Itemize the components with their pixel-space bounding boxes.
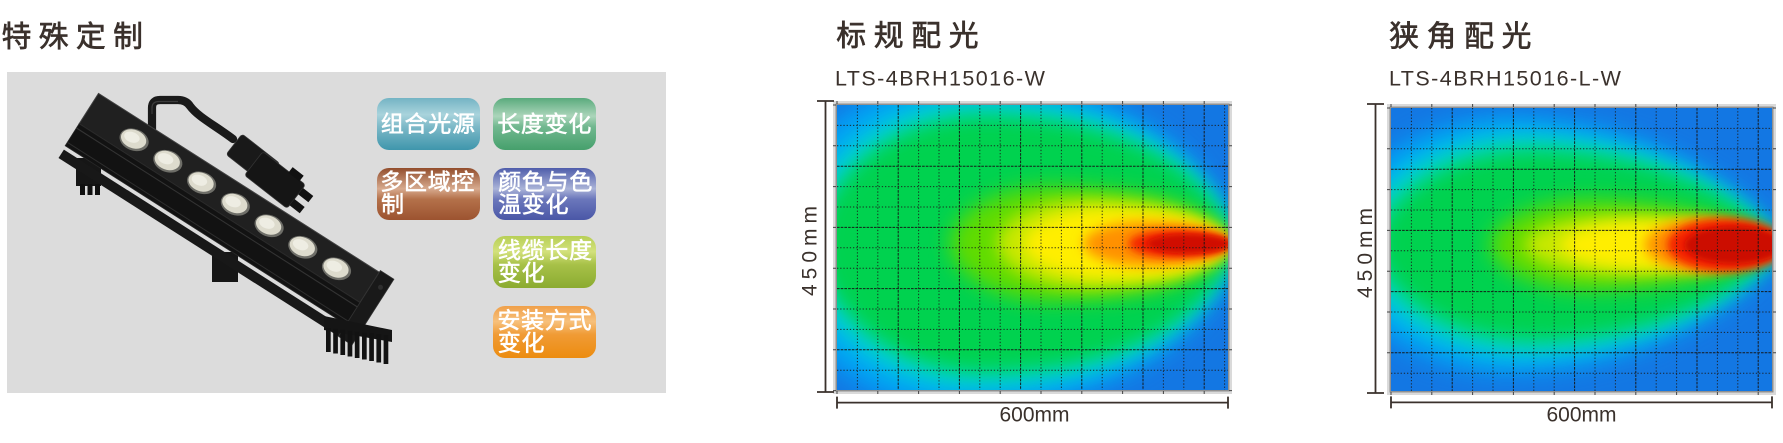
svg-text:LTS-4BRH15016-W: LTS-4BRH15016-W bbox=[835, 67, 1046, 91]
svg-text:LTS-4BRH15016-L-W: LTS-4BRH15016-L-W bbox=[1389, 67, 1622, 91]
svg-text:600mm: 600mm bbox=[1546, 403, 1616, 426]
svg-text:450mm: 450mm bbox=[1354, 203, 1377, 298]
svg-text:600mm: 600mm bbox=[999, 404, 1069, 427]
svg-text:450mm: 450mm bbox=[799, 201, 822, 296]
